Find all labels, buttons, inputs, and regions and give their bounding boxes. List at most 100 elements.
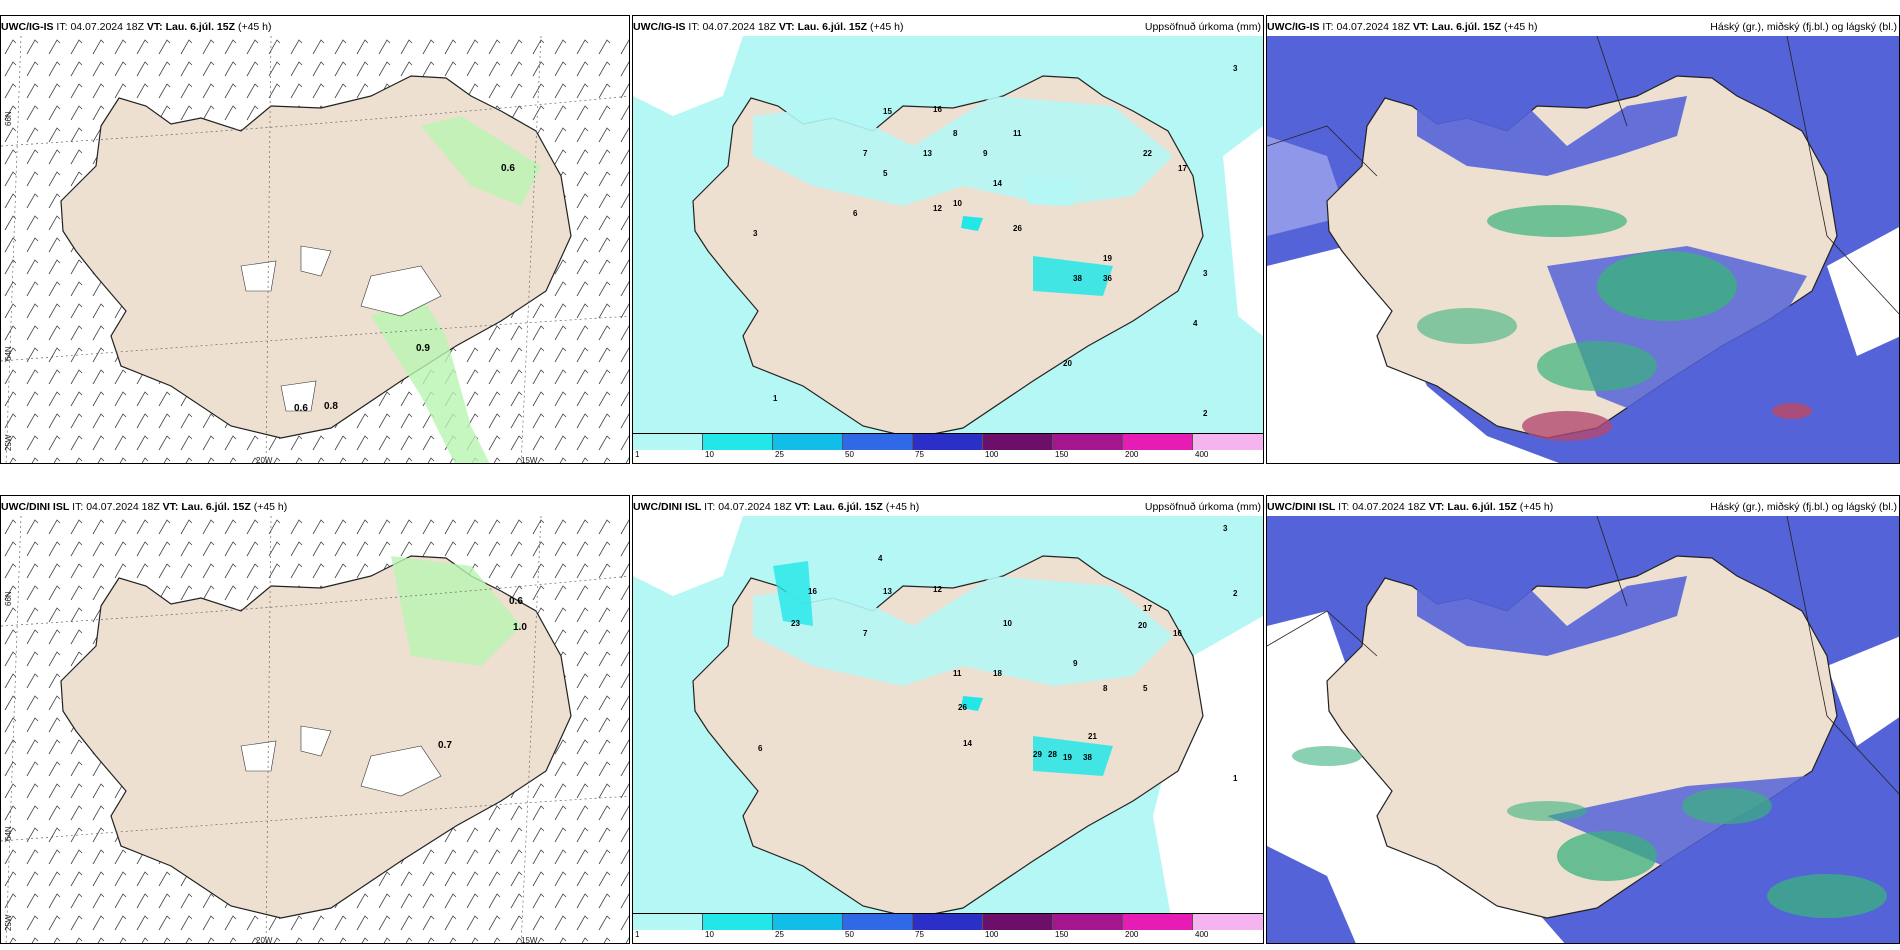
svg-text:14: 14 [963,739,972,748]
lon-label: 20W [256,456,273,464]
colorbar-cell [1123,434,1193,450]
svg-text:5: 5 [1143,684,1148,693]
lon-label: 15W [521,936,538,944]
svg-text:17: 17 [1178,164,1187,173]
svg-text:13: 13 [923,149,932,158]
panel-header: UWC/IG-IS IT: 04.07.2024 18Z VT: Lau. 6.… [1267,21,1538,33]
panel-header: UWC/DINI ISL IT: 04.07.2024 18Z VT: Lau.… [1,501,288,513]
svg-text:3: 3 [753,229,758,238]
svg-text:2: 2 [1233,589,1238,598]
lat-label: 66N [4,591,13,606]
svg-text:20: 20 [1138,621,1147,630]
svg-text:19: 19 [1103,254,1112,263]
svg-text:10: 10 [1003,619,1012,628]
svg-text:5: 5 [883,169,888,178]
svg-text:19: 19 [1063,753,1072,762]
cloud-title: Háský (gr.), miðský (fj.bl.) og lágský (… [1710,21,1897,33]
panel-header: UWC/DINI ISL IT: 04.07.2024 18Z VT: Lau.… [1267,501,1554,513]
lat-label: 66N [4,111,13,126]
svg-text:4: 4 [1193,319,1198,328]
colorbar-cell [1193,914,1263,930]
svg-text:8: 8 [1103,684,1108,693]
svg-text:12: 12 [933,585,942,594]
colorbar-cell [843,914,913,930]
svg-text:17: 17 [1143,604,1152,613]
lon-label: 25W [4,434,13,451]
colorbar-cell [773,434,843,450]
svg-text:1: 1 [1233,774,1238,783]
svg-text:38: 38 [1083,753,1092,762]
colorbar-cell [633,434,703,450]
wind-panel-ig-is: UWC/IG-IS IT: 04.07.2024 18Z VT: Lau. 6.… [0,15,630,464]
svg-text:6: 6 [853,209,858,218]
colorbar-cell [913,914,983,930]
svg-text:9: 9 [1073,659,1078,668]
svg-text:10: 10 [953,199,962,208]
wind-map: 0.6 1.0 0.7 [1,516,629,943]
svg-text:16: 16 [1173,629,1182,638]
colorbar-cell [1053,434,1123,450]
precip-title: Uppsöfnuð úrkoma (mm) [1144,21,1261,33]
cloud-map [1267,36,1899,463]
colorbar [633,433,1263,450]
svg-text:23: 23 [791,619,800,628]
wind-value: 0.6 [294,403,308,414]
wind-value: 1.0 [513,622,527,633]
colorbar-cell [633,914,703,930]
precip-title: Uppsöfnuð úrkoma (mm) [1144,501,1261,513]
colorbar-labels: 1 10 25 50 75 100 150 200 400 [635,450,1209,459]
cloud-panel-dini-isl: UWC/DINI ISL IT: 04.07.2024 18Z VT: Lau.… [1266,495,1900,944]
precip-panel-dini-isl: UWC/DINI ISL IT: 04.07.2024 18Z VT: Lau.… [632,495,1264,944]
svg-text:16: 16 [933,105,942,114]
svg-text:8: 8 [953,129,958,138]
panel-header: UWC/DINI ISL IT: 04.07.2024 18Z VT: Lau.… [633,501,920,513]
colorbar-cell [773,914,843,930]
svg-text:28: 28 [1048,750,1057,759]
svg-text:15: 15 [883,107,892,116]
svg-text:6: 6 [758,744,763,753]
svg-text:7: 7 [863,149,868,158]
svg-text:1: 1 [773,394,778,403]
wind-map: 0.6 0.9 0.6 0.8 [1,36,629,463]
wind-value: 0.8 [324,401,338,412]
svg-text:3: 3 [1233,64,1238,73]
svg-text:22: 22 [1143,149,1152,158]
svg-text:26: 26 [1013,224,1022,233]
svg-text:3: 3 [1223,524,1228,533]
wind-value: 0.6 [509,596,523,607]
svg-text:16: 16 [808,587,817,596]
wind-panel-dini-isl: UWC/DINI ISL IT: 04.07.2024 18Z VT: Lau.… [0,495,630,944]
lat-label: 64N [4,826,13,841]
colorbar-cell [1123,914,1193,930]
precip-values: 16 13 12 14 16 23 7 10 11 9 17 18 20 26 … [758,524,1238,783]
svg-text:11: 11 [1013,129,1022,138]
svg-text:13: 13 [883,587,892,596]
svg-text:21: 21 [1088,732,1097,741]
cloud-map [1267,516,1899,943]
wind-value: 0.6 [501,163,515,174]
lon-label: 25W [4,914,13,931]
svg-text:38: 38 [1073,274,1082,283]
panel-header: UWC/IG-IS IT: 04.07.2024 18Z VT: Lau. 6.… [633,21,904,33]
svg-text:36: 36 [1103,274,1112,283]
svg-text:7: 7 [863,629,868,638]
colorbar-cell [1053,914,1123,930]
colorbar-cell [703,434,773,450]
svg-text:9: 9 [983,149,988,158]
svg-text:12: 12 [933,204,942,213]
lon-label: 20W [256,936,273,944]
precip-panel-ig-is: UWC/IG-IS IT: 04.07.2024 18Z VT: Lau. 6.… [632,15,1264,464]
colorbar-cell [843,434,913,450]
colorbar-cell [983,434,1053,450]
lat-label: 64N [4,346,13,361]
svg-text:11: 11 [953,669,962,678]
svg-text:18: 18 [993,669,1002,678]
svg-text:20: 20 [1063,359,1072,368]
panel-header: UWC/IG-IS IT: 04.07.2024 18Z VT: Lau. 6.… [1,21,272,33]
colorbar-cell [1193,434,1263,450]
wind-value: 0.9 [416,343,430,354]
precip-map: 15 16 13 12 14 7 10 11 22 26 17 19 38 36… [633,36,1263,448]
colorbar-labels: 1 10 25 50 75 100 150 200 400 [635,930,1209,939]
colorbar [633,913,1263,930]
svg-text:3: 3 [1203,269,1208,278]
